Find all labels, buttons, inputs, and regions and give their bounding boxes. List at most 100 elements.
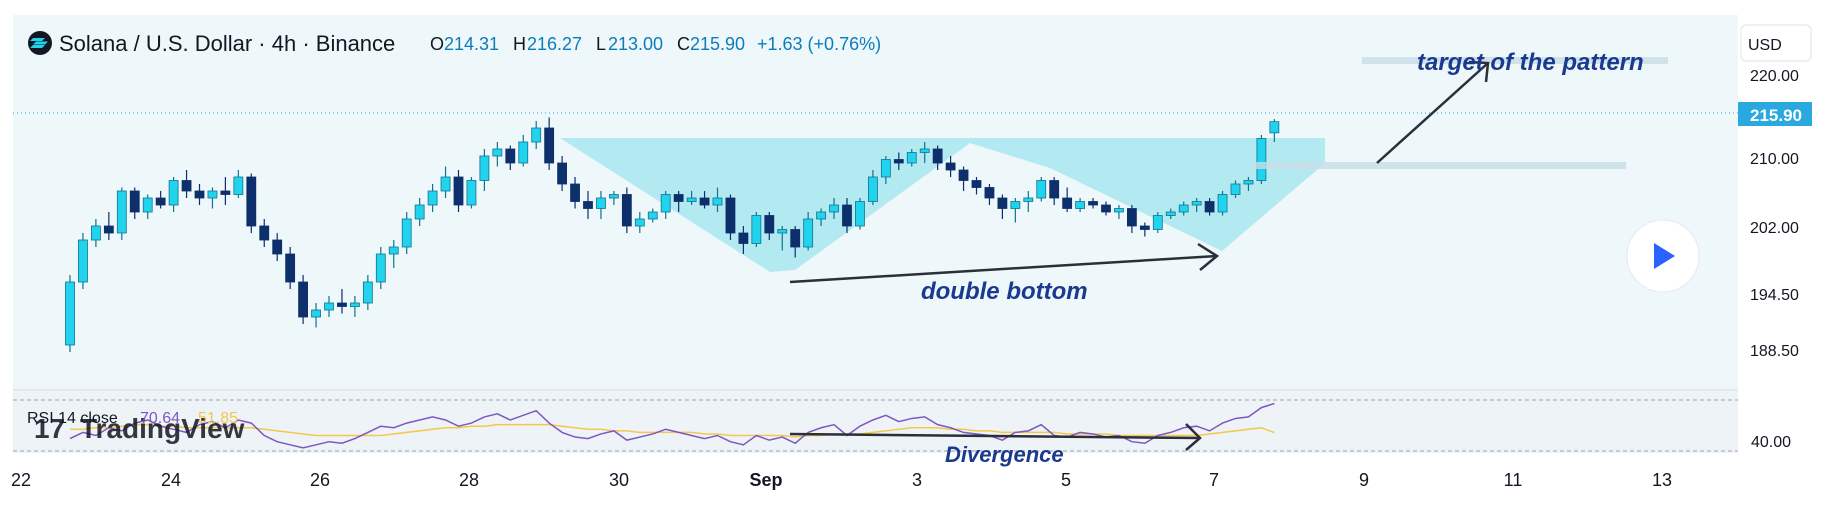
- symbol-title[interactable]: Solana / U.S. Dollar · 4h · Binance: [59, 31, 395, 56]
- candle: [842, 198, 852, 233]
- candle: [868, 170, 878, 205]
- price-axis[interactable]: 220.00 210.00 202.00 194.50 188.50: [1750, 68, 1799, 360]
- date-tick-label: 26: [310, 470, 330, 490]
- candle: [725, 194, 736, 240]
- target-zone: [1362, 57, 1668, 64]
- candle: [984, 184, 995, 205]
- candle: [1243, 177, 1254, 191]
- candle: [246, 173, 257, 233]
- candle: [1010, 198, 1021, 223]
- candle: [181, 170, 192, 198]
- currency-label: USD: [1748, 37, 1782, 54]
- candle: [1256, 135, 1267, 184]
- candle: [531, 121, 542, 149]
- candle: [129, 187, 140, 219]
- candle: [168, 177, 179, 212]
- candle: [362, 275, 373, 310]
- candle: [375, 247, 386, 289]
- currency-button[interactable]: [1740, 24, 1812, 62]
- candle: [790, 226, 801, 258]
- candle: [660, 191, 671, 219]
- date-tick-label: 5: [1061, 470, 1071, 490]
- candle: [91, 219, 101, 247]
- close-label: C: [677, 34, 690, 54]
- divergence-arrow: [789, 423, 1202, 451]
- price-tick-label: 202.00: [1750, 220, 1799, 237]
- candle: [1127, 205, 1137, 233]
- candle: [583, 191, 593, 219]
- date-tick-label: 28: [459, 470, 479, 490]
- price-tick-label: 194.50: [1750, 287, 1799, 304]
- divergence-annotation: Divergence: [945, 442, 1064, 467]
- candle: [932, 145, 943, 170]
- date-tick-label: 11: [1504, 470, 1523, 490]
- candle: [1204, 198, 1215, 216]
- candle: [1114, 205, 1124, 219]
- date-tick-label: 30: [609, 470, 629, 490]
- watermark-logo-icon: 17: [34, 413, 65, 444]
- candle: [803, 212, 814, 251]
- candle: [453, 170, 464, 212]
- candle: [544, 117, 555, 170]
- candle: [906, 149, 917, 167]
- candle: [1088, 198, 1098, 209]
- candle: [855, 198, 865, 230]
- watermark-text: TradingView: [80, 413, 245, 444]
- low-label: L: [596, 34, 606, 54]
- candle: [427, 184, 438, 212]
- date-tick-label: 7: [1209, 470, 1219, 490]
- candle: [621, 187, 632, 233]
- change-value: +1.63 (+0.76%): [757, 34, 881, 54]
- candle: [259, 219, 270, 247]
- low-value: 213.00: [608, 34, 663, 54]
- double-bottom-annotation: double bottom: [921, 278, 1088, 305]
- candle: [1191, 198, 1202, 212]
- candle: [285, 247, 296, 289]
- candle: [1036, 177, 1047, 202]
- candle: [699, 191, 710, 209]
- rsi-value: 70.64: [140, 410, 180, 427]
- rsi-axis-label: 40.00: [1751, 434, 1791, 451]
- close-value: 215.90: [690, 34, 745, 54]
- candle: [337, 289, 347, 314]
- date-tick-label: 9: [1359, 470, 1369, 490]
- candle: [65, 275, 75, 352]
- open-value: 214.31: [444, 34, 499, 54]
- candle: [1230, 180, 1241, 198]
- candle: [880, 156, 891, 184]
- candle: [1139, 222, 1150, 237]
- tradingview-watermark: 17 TradingView: [34, 413, 245, 444]
- candle: [116, 187, 127, 240]
- candle: [919, 142, 930, 163]
- candle: [1023, 191, 1034, 212]
- candle: [155, 191, 166, 209]
- chart-header: Solana / U.S. Dollar · 4h · Binance O 21…: [28, 31, 881, 56]
- candle: [78, 233, 88, 289]
- candle: [1075, 198, 1085, 212]
- candle: [298, 275, 309, 324]
- play-button[interactable]: [1626, 219, 1700, 293]
- high-label: H: [513, 34, 526, 54]
- candle: [893, 152, 904, 170]
- date-axis[interactable]: 22 24 26 28 30 Sep 3 5 7 9 11 13: [11, 470, 1672, 490]
- candle: [440, 166, 451, 198]
- candle: [816, 208, 826, 226]
- candle: [492, 142, 503, 167]
- candle: [142, 194, 153, 219]
- rsi-ma-value: 51.85: [198, 410, 238, 427]
- candle: [324, 296, 334, 317]
- rsi-label: RSI 14 close: [27, 410, 118, 427]
- price-tick-label: 220.00: [1750, 68, 1799, 85]
- candle: [945, 156, 956, 177]
- rsi-pane: [13, 390, 1738, 453]
- play-icon: [1654, 243, 1675, 269]
- last-price-tag: [1738, 102, 1812, 126]
- last-price-value: 215.90: [1750, 106, 1802, 125]
- price-tick-label: 210.00: [1750, 151, 1799, 168]
- candle: [1062, 187, 1073, 212]
- date-tick-label: 24: [161, 470, 181, 490]
- candle: [712, 187, 723, 212]
- candle: [1101, 201, 1111, 216]
